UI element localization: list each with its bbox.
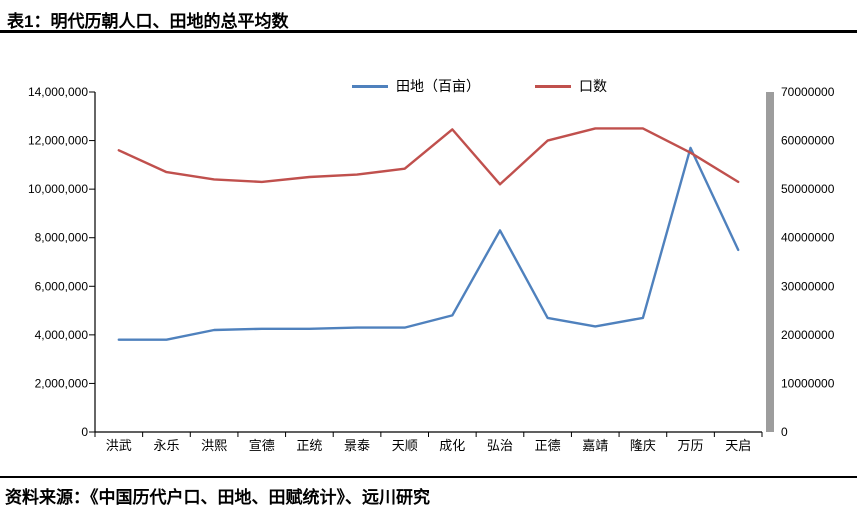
svg-text:正德: 正德	[535, 438, 561, 453]
series-lines	[117, 127, 740, 341]
page-title: 表1：明代历朝人口、田地的总平均数	[7, 12, 289, 31]
series-line-0	[117, 146, 740, 341]
chart: 0 2,000,000 4,000,000 6,000,000 8,000,000 10,…	[0, 50, 857, 465]
svg-text:成化: 成化	[439, 438, 465, 453]
legend-item-farmland: 田地（百亩）	[352, 76, 480, 96]
svg-text:洪武: 洪武	[106, 438, 132, 453]
left-axis-labels: 0 2,000,000 4,000,000 6,000,000 8,000,000 10,…	[28, 85, 88, 439]
svg-text:14,000,000: 14,000,000	[28, 85, 88, 99]
svg-text:天顺: 天顺	[392, 438, 418, 453]
line-chart-svg: 0 2,000,000 4,000,000 6,000,000 8,000,000 10,…	[28, 85, 835, 453]
svg-text:4,000,000: 4,000,000	[35, 328, 89, 342]
svg-text:10000000: 10000000	[781, 376, 835, 390]
svg-text:40000000: 40000000	[781, 231, 835, 245]
axis-lines	[89, 91, 774, 437]
svg-text:天启: 天启	[725, 438, 751, 453]
svg-text:万历: 万历	[677, 438, 703, 453]
svg-text:永乐: 永乐	[153, 438, 179, 453]
source-note: 资料来源：《中国历代户口、田地、田赋统计》、远川研究	[5, 488, 430, 507]
svg-text:隆庆: 隆庆	[630, 438, 656, 453]
svg-text:洪熙: 洪熙	[201, 438, 227, 453]
svg-text:10,000,000: 10,000,000	[28, 182, 88, 196]
right-axis-labels: 0 10000000 20000000 30000000 40000000 5000000…	[781, 85, 835, 439]
x-axis-labels: 洪武 永乐 洪熙 宣德 正统 景泰 天顺 成化 弘治 正德 嘉靖 隆庆 万历 天启	[106, 438, 751, 453]
svg-text:嘉靖: 嘉靖	[582, 438, 608, 453]
svg-text:弘治: 弘治	[487, 438, 513, 453]
svg-text:30000000: 30000000	[781, 279, 835, 293]
svg-text:60000000: 60000000	[781, 134, 835, 148]
legend-label-farmland: 田地（百亩）	[396, 78, 480, 94]
series-line-1	[117, 127, 740, 186]
legend-item-population: 口数	[535, 76, 607, 96]
svg-text:20000000: 20000000	[781, 328, 835, 342]
svg-text:70000000: 70000000	[781, 85, 835, 99]
legend-line-farmland	[352, 84, 388, 88]
svg-text:宣德: 宣德	[249, 438, 275, 453]
legend-label-population: 口数	[579, 78, 607, 94]
svg-text:2,000,000: 2,000,000	[35, 376, 89, 390]
svg-text:景泰: 景泰	[344, 438, 370, 453]
svg-text:8,000,000: 8,000,000	[35, 231, 89, 245]
chart-legend: 田地（百亩） 口数	[352, 76, 607, 96]
svg-text:50000000: 50000000	[781, 182, 835, 196]
legend-line-population	[535, 84, 571, 88]
svg-text:0: 0	[781, 425, 788, 439]
svg-text:正统: 正统	[296, 438, 322, 453]
svg-text:0: 0	[81, 425, 88, 439]
svg-text:12,000,000: 12,000,000	[28, 134, 88, 148]
svg-text:6,000,000: 6,000,000	[35, 279, 89, 293]
title-divider	[0, 30, 857, 33]
source-divider	[0, 476, 857, 478]
